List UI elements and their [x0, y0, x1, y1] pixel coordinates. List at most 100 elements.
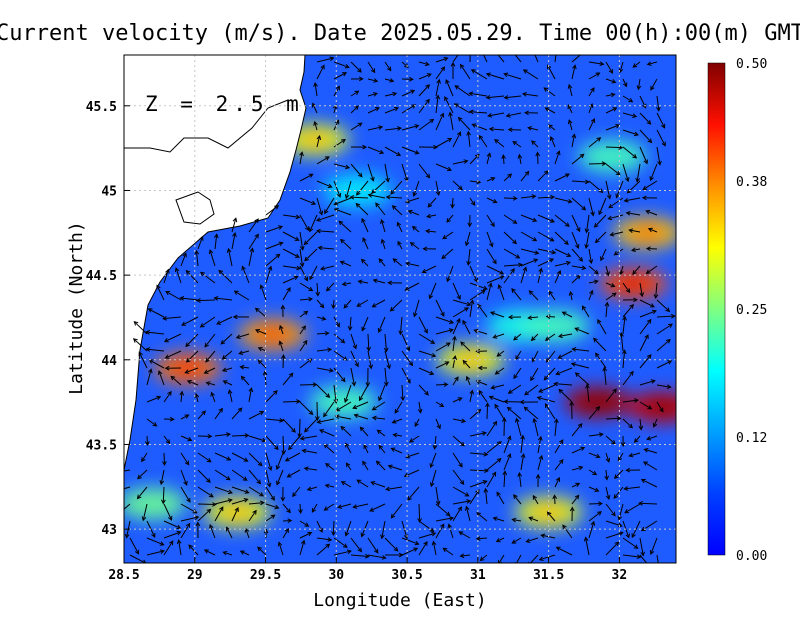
vector-arrowhead	[469, 389, 475, 395]
vector-arrowhead	[254, 233, 259, 239]
vector-arrow	[645, 210, 658, 216]
vector-arrow	[639, 502, 658, 505]
vector-arrow	[452, 299, 471, 306]
vector-arrowhead	[259, 492, 265, 497]
vector-arrowhead	[298, 509, 303, 514]
vector-arrowhead	[444, 96, 449, 101]
vector-arrowhead	[429, 463, 434, 469]
vector-arrow	[316, 520, 323, 533]
vector-arrowhead	[293, 275, 299, 281]
vector-arrowhead	[619, 332, 624, 337]
vector-arrowhead	[531, 46, 535, 50]
vector-arrow	[435, 79, 440, 97]
vector-arrow	[639, 319, 652, 335]
vector-arrow	[642, 180, 658, 190]
vector-arrowhead	[413, 547, 419, 552]
vector-arrowhead	[425, 98, 430, 104]
vector-arrowhead	[185, 342, 190, 348]
vector-arrowhead	[618, 68, 624, 74]
vector-arrowhead	[574, 372, 580, 377]
vector-arrow	[292, 486, 301, 497]
vector-arrowhead	[303, 240, 309, 246]
vector-arrow	[454, 85, 471, 97]
vector-arrowhead	[342, 543, 348, 548]
vector-arrowhead	[458, 462, 463, 468]
vector-arrowhead	[633, 438, 639, 444]
vector-arrowhead	[242, 476, 248, 481]
vector-arrowhead	[324, 330, 330, 336]
vector-arrowhead	[649, 549, 655, 556]
vector-arrowhead	[244, 433, 250, 438]
vector-arrow	[571, 248, 583, 262]
vector-arrow	[435, 163, 452, 171]
vector-arrowhead	[460, 441, 465, 447]
vector-arrowhead	[527, 126, 533, 131]
vector-arrowhead	[356, 302, 362, 307]
vector-arrow	[248, 502, 264, 505]
vector-arrow	[231, 407, 243, 420]
vector-arrow	[163, 503, 172, 521]
vector-arrow	[545, 403, 556, 420]
vector-arrow	[345, 180, 352, 199]
vector-arrowhead	[482, 480, 488, 485]
vector-arrow	[282, 265, 301, 270]
vector-arrow	[369, 503, 386, 512]
vector-arrowhead	[369, 507, 375, 512]
vector-arrowhead	[580, 446, 586, 452]
vector-arrowhead	[611, 440, 616, 445]
vector-arrow	[401, 333, 410, 351]
vector-arrow	[571, 197, 586, 211]
vector-arrow	[333, 367, 346, 382]
vector-arrow	[299, 532, 312, 539]
vector-arrowhead	[309, 275, 314, 281]
vector-arrowhead	[623, 197, 629, 203]
vector-arrow	[593, 338, 607, 352]
vector-arrowhead	[511, 288, 516, 293]
vector-arrow	[405, 197, 420, 203]
vector-arrowhead	[602, 366, 608, 372]
vector-arrow	[472, 123, 488, 131]
vector-arrowhead	[299, 262, 305, 268]
vector-arrow	[335, 401, 352, 412]
vector-arrow	[333, 537, 348, 548]
vector-arrow	[299, 310, 308, 318]
vector-arrowhead	[380, 238, 386, 244]
vector-arrow	[493, 333, 505, 339]
vector-arrow	[361, 259, 369, 267]
vector-arrowhead	[278, 340, 284, 346]
vector-arrow	[375, 202, 386, 216]
vector-arrowhead	[537, 435, 543, 441]
vector-arrowhead	[507, 127, 513, 133]
vector-arrow	[469, 432, 486, 437]
vector-arrow	[146, 396, 161, 403]
x-tick-label: 30	[328, 568, 344, 583]
vector-arrow	[622, 350, 626, 369]
vector-arrowhead	[467, 222, 473, 228]
vector-arrowhead	[409, 241, 415, 247]
vector-arrow	[345, 520, 352, 536]
vector-arrow	[401, 384, 404, 401]
vector-arrowhead	[645, 209, 651, 215]
vector-arrow	[513, 333, 522, 341]
vector-arrowhead	[340, 338, 346, 344]
vector-arrowhead	[274, 205, 280, 210]
vector-arrow	[343, 299, 352, 309]
vector-arrow	[255, 329, 267, 335]
vector-arrowhead	[435, 500, 441, 506]
vector-arrow	[260, 285, 267, 301]
vector-arrow	[204, 549, 216, 556]
vector-arrowhead	[345, 462, 351, 468]
speed-hotspot-core	[629, 225, 666, 240]
vector-arrowhead	[427, 202, 433, 208]
vector-arrow	[656, 360, 672, 369]
vector-arrowhead	[279, 418, 285, 423]
vector-arrow	[435, 401, 444, 407]
vector-arrow	[414, 418, 420, 427]
vector-arrow	[485, 488, 488, 505]
vector-arrowhead	[549, 136, 555, 142]
colorbar-tick-label: 0.38	[736, 175, 767, 190]
vector-arrow	[571, 55, 581, 63]
vector-arrowhead	[207, 433, 213, 439]
vector-arrowhead	[478, 134, 484, 140]
vector-arrowhead	[581, 305, 587, 311]
